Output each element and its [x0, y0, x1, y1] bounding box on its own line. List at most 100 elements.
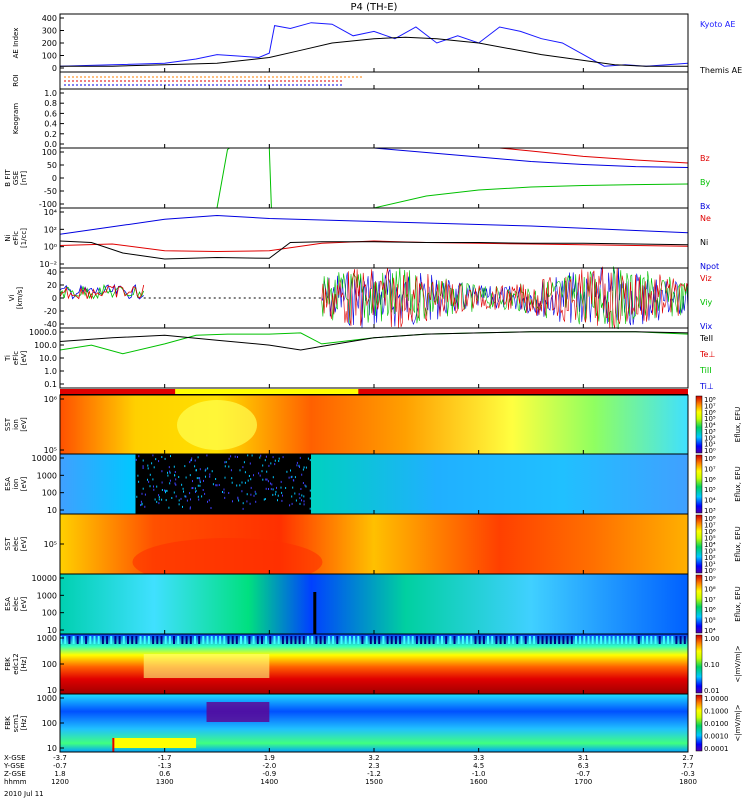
spectrogram-stripe [198, 636, 201, 644]
ytick-ti: 1000.0 [29, 328, 57, 337]
panel-frame-keogram [59, 88, 689, 149]
spectrogram-stripe [143, 636, 146, 644]
spectrogram-speckle [198, 498, 200, 501]
spectrogram-speckle [309, 489, 311, 492]
colorbar-tick-esa_elec: 10⁷ [704, 596, 716, 604]
spectrogram-stripe [340, 636, 343, 644]
colorbar-tick-sst_elec: 10⁵ [704, 535, 716, 543]
spectrogram-speckle [156, 485, 158, 488]
ylabel-ti: Ti [4, 355, 12, 362]
spectrogram-stripe [616, 636, 619, 644]
ylabel-esa_elec: ESA [4, 597, 12, 611]
ytick-esa_elec: 10 [47, 626, 57, 635]
spectrogram-speckle [303, 500, 305, 503]
xtick-label: 1200 [51, 778, 69, 786]
ytick-ni: 10⁴ [44, 208, 57, 217]
colorbar-tick-sst_ion: 10⁸ [704, 396, 716, 404]
spectrogram-speckle [299, 466, 300, 468]
spectrogram-stripe [491, 636, 494, 644]
spectrogram-speckle [224, 461, 226, 464]
spectrogram-stripe [231, 636, 234, 644]
spectrogram-stripe [470, 636, 473, 644]
xtick-label: 1.9 [264, 754, 275, 762]
ylabel-sst_elec: [eV] [20, 536, 28, 551]
spectrogram-speckle [164, 489, 165, 492]
spectrogram-stripe [80, 636, 83, 644]
spectrogram-speckle [215, 484, 217, 487]
spectrogram-speckle [288, 476, 290, 479]
colorbar-label-esa_elec: Eflux, EFU [734, 586, 742, 621]
spectrogram-speckle [137, 474, 139, 477]
spectrogram-speckle [263, 498, 265, 501]
legend-vi: Viy [700, 298, 713, 307]
spectrogram-speckle [309, 497, 311, 500]
spectrogram-speckle [196, 469, 197, 472]
colorbar-tick-sst_ion: 10⁶ [704, 409, 716, 417]
ytick-ni: 10² [44, 225, 57, 234]
spectrogram-speckle [170, 455, 171, 458]
spectrogram-speckle [274, 463, 276, 466]
spectrogram-speckle [243, 461, 245, 464]
colorbar-tick-fbk_b: 1.0000 [704, 695, 729, 703]
spectrogram-speckle [242, 507, 244, 510]
spectrogram-speckle [178, 503, 180, 506]
spectrogram-stripe [214, 636, 217, 644]
xtick-label: -1.3 [158, 762, 172, 770]
page-title: P4 (TH-E) [351, 2, 398, 13]
spectrogram-speckle [239, 469, 241, 472]
legend-vi: Viz [700, 274, 712, 283]
spectrogram-stripe [533, 636, 536, 644]
spectrogram-stripe [629, 636, 632, 644]
spectrogram-stripe [219, 636, 222, 644]
spectrogram-stripe [189, 636, 192, 644]
spectrogram-speckle [175, 483, 177, 486]
colorbar-tick-sst_elec: 10³ [704, 548, 716, 556]
ylabel-esa_ion: [eV] [20, 476, 28, 491]
spectrogram-speckle [153, 485, 154, 488]
spectrogram-stripe [106, 636, 109, 644]
colorbar-tick-esa_ion: 10⁵ [704, 486, 716, 494]
spectrogram-speckle [224, 496, 226, 499]
spectrogram-speckle [247, 479, 249, 482]
ephem-label: hhmm [4, 778, 27, 786]
ephem-label: Y-GSE [3, 762, 25, 770]
status-bar-red [60, 389, 688, 394]
ephem-label: X-GSE [4, 754, 26, 762]
legend-bfit: Bx [700, 202, 710, 211]
spectrogram-speckle [250, 493, 252, 496]
spectrogram-stripe [474, 636, 477, 644]
spectrogram-speckle [268, 464, 270, 467]
spectrogram-speckle [303, 495, 305, 498]
series-vi-noise [321, 266, 689, 330]
spectrogram-speckle [282, 456, 284, 459]
spectrogram-stripe [537, 636, 540, 644]
spectrogram-stripe [336, 636, 339, 644]
spectrogram-stripe [269, 636, 272, 644]
ytick-keogram: 0.4 [44, 120, 57, 129]
ytick-bfit: 50 [47, 161, 57, 170]
ytick-sst_ion: 10⁶ [44, 395, 57, 404]
spectrogram-speckle [251, 454, 253, 457]
ylabel-vi: [km/s] [16, 287, 24, 310]
spectrogram-speckle [195, 489, 197, 492]
spectrogram-speckle [216, 484, 218, 487]
spectrogram-stripe [575, 636, 577, 644]
spectrogram-speckle [211, 470, 213, 473]
ylabel-roi: ROI [12, 74, 20, 86]
spectrogram-speckle [276, 486, 277, 489]
ytick-keogram: 0.8 [44, 99, 57, 108]
spectrogram-speckle [184, 465, 186, 468]
spectrogram-speckle [301, 499, 302, 502]
spectrogram-stripe [512, 636, 515, 644]
ytick-fbk_e: 1000 [37, 634, 57, 643]
spectrogram-speckle [301, 473, 303, 476]
spectrogram-speckle [250, 486, 252, 489]
spectrogram-stripe [89, 636, 92, 644]
spectrogram-stripe [428, 636, 431, 644]
ylabel-esa_elec: elec [12, 597, 20, 612]
ytick-sst_ion: 10⁵ [44, 446, 57, 455]
ytick-ae: 0 [52, 64, 57, 73]
spectrogram-stripe [332, 636, 335, 644]
spectrogram-speckle [241, 490, 243, 493]
spectrogram-speckle [290, 469, 291, 472]
